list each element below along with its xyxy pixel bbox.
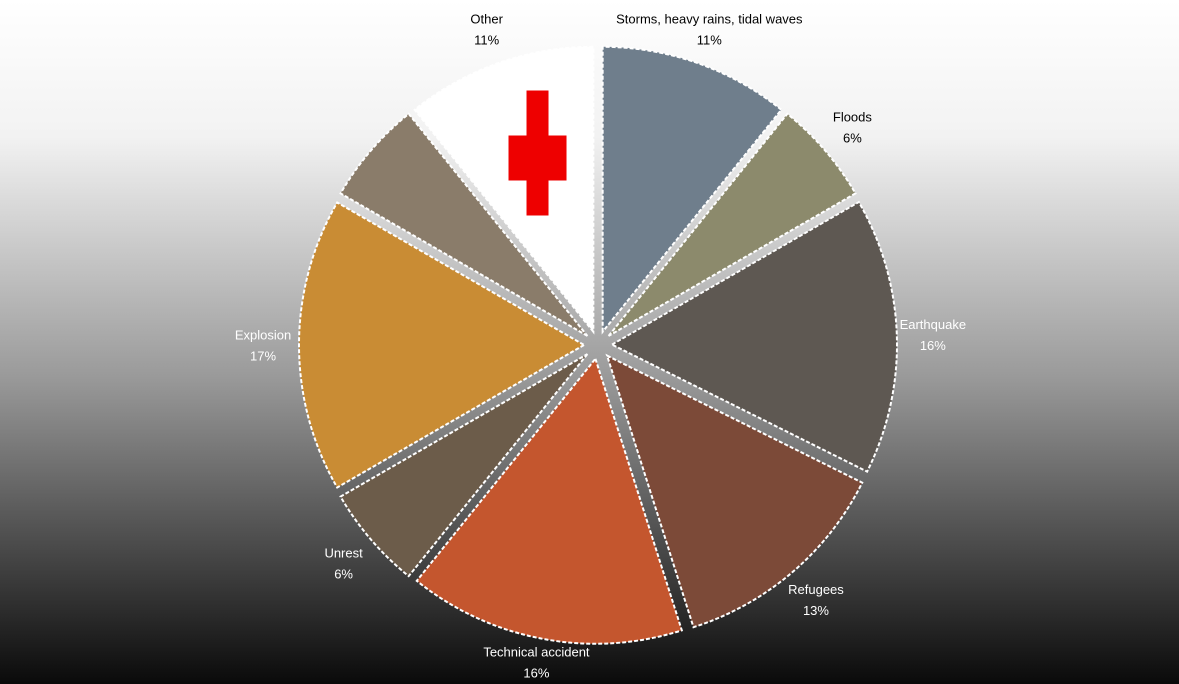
red-cross-icon [508, 90, 567, 216]
slice-label: Explosion [235, 327, 291, 342]
slice-label: Other [470, 11, 503, 26]
slice-value-label: 13% [803, 603, 829, 618]
pie-slice [413, 45, 595, 335]
slice-label: Floods [833, 109, 873, 124]
pie-slice [298, 201, 586, 489]
pie-slice [601, 45, 783, 335]
slice-label: Earthquake [900, 317, 967, 332]
slice-value-label: 6% [334, 566, 353, 581]
slice-value-label: 17% [250, 348, 276, 363]
slice-label: Storms, heavy rains, tidal waves [616, 11, 803, 26]
slice-label: Technical accident [483, 644, 590, 659]
slice-value-label: 16% [920, 338, 946, 353]
slice-label: Unrest [324, 545, 363, 560]
slice-label: Refugees [788, 582, 844, 597]
pie-slice [605, 353, 864, 629]
labels: Storms, heavy rains, tidal waves 11% Flood… [235, 11, 966, 680]
pie-slice [609, 200, 898, 473]
slice-value-label: 6% [843, 130, 862, 145]
pie [298, 45, 898, 645]
slice-value-label: 11% [697, 32, 722, 47]
pie-slice [339, 353, 589, 578]
pie-slice [339, 112, 589, 337]
slice-value-label: 16% [523, 665, 549, 680]
pie-slice [607, 112, 857, 337]
slice-value-label: 11% [474, 32, 499, 47]
pie-slice [415, 356, 684, 645]
